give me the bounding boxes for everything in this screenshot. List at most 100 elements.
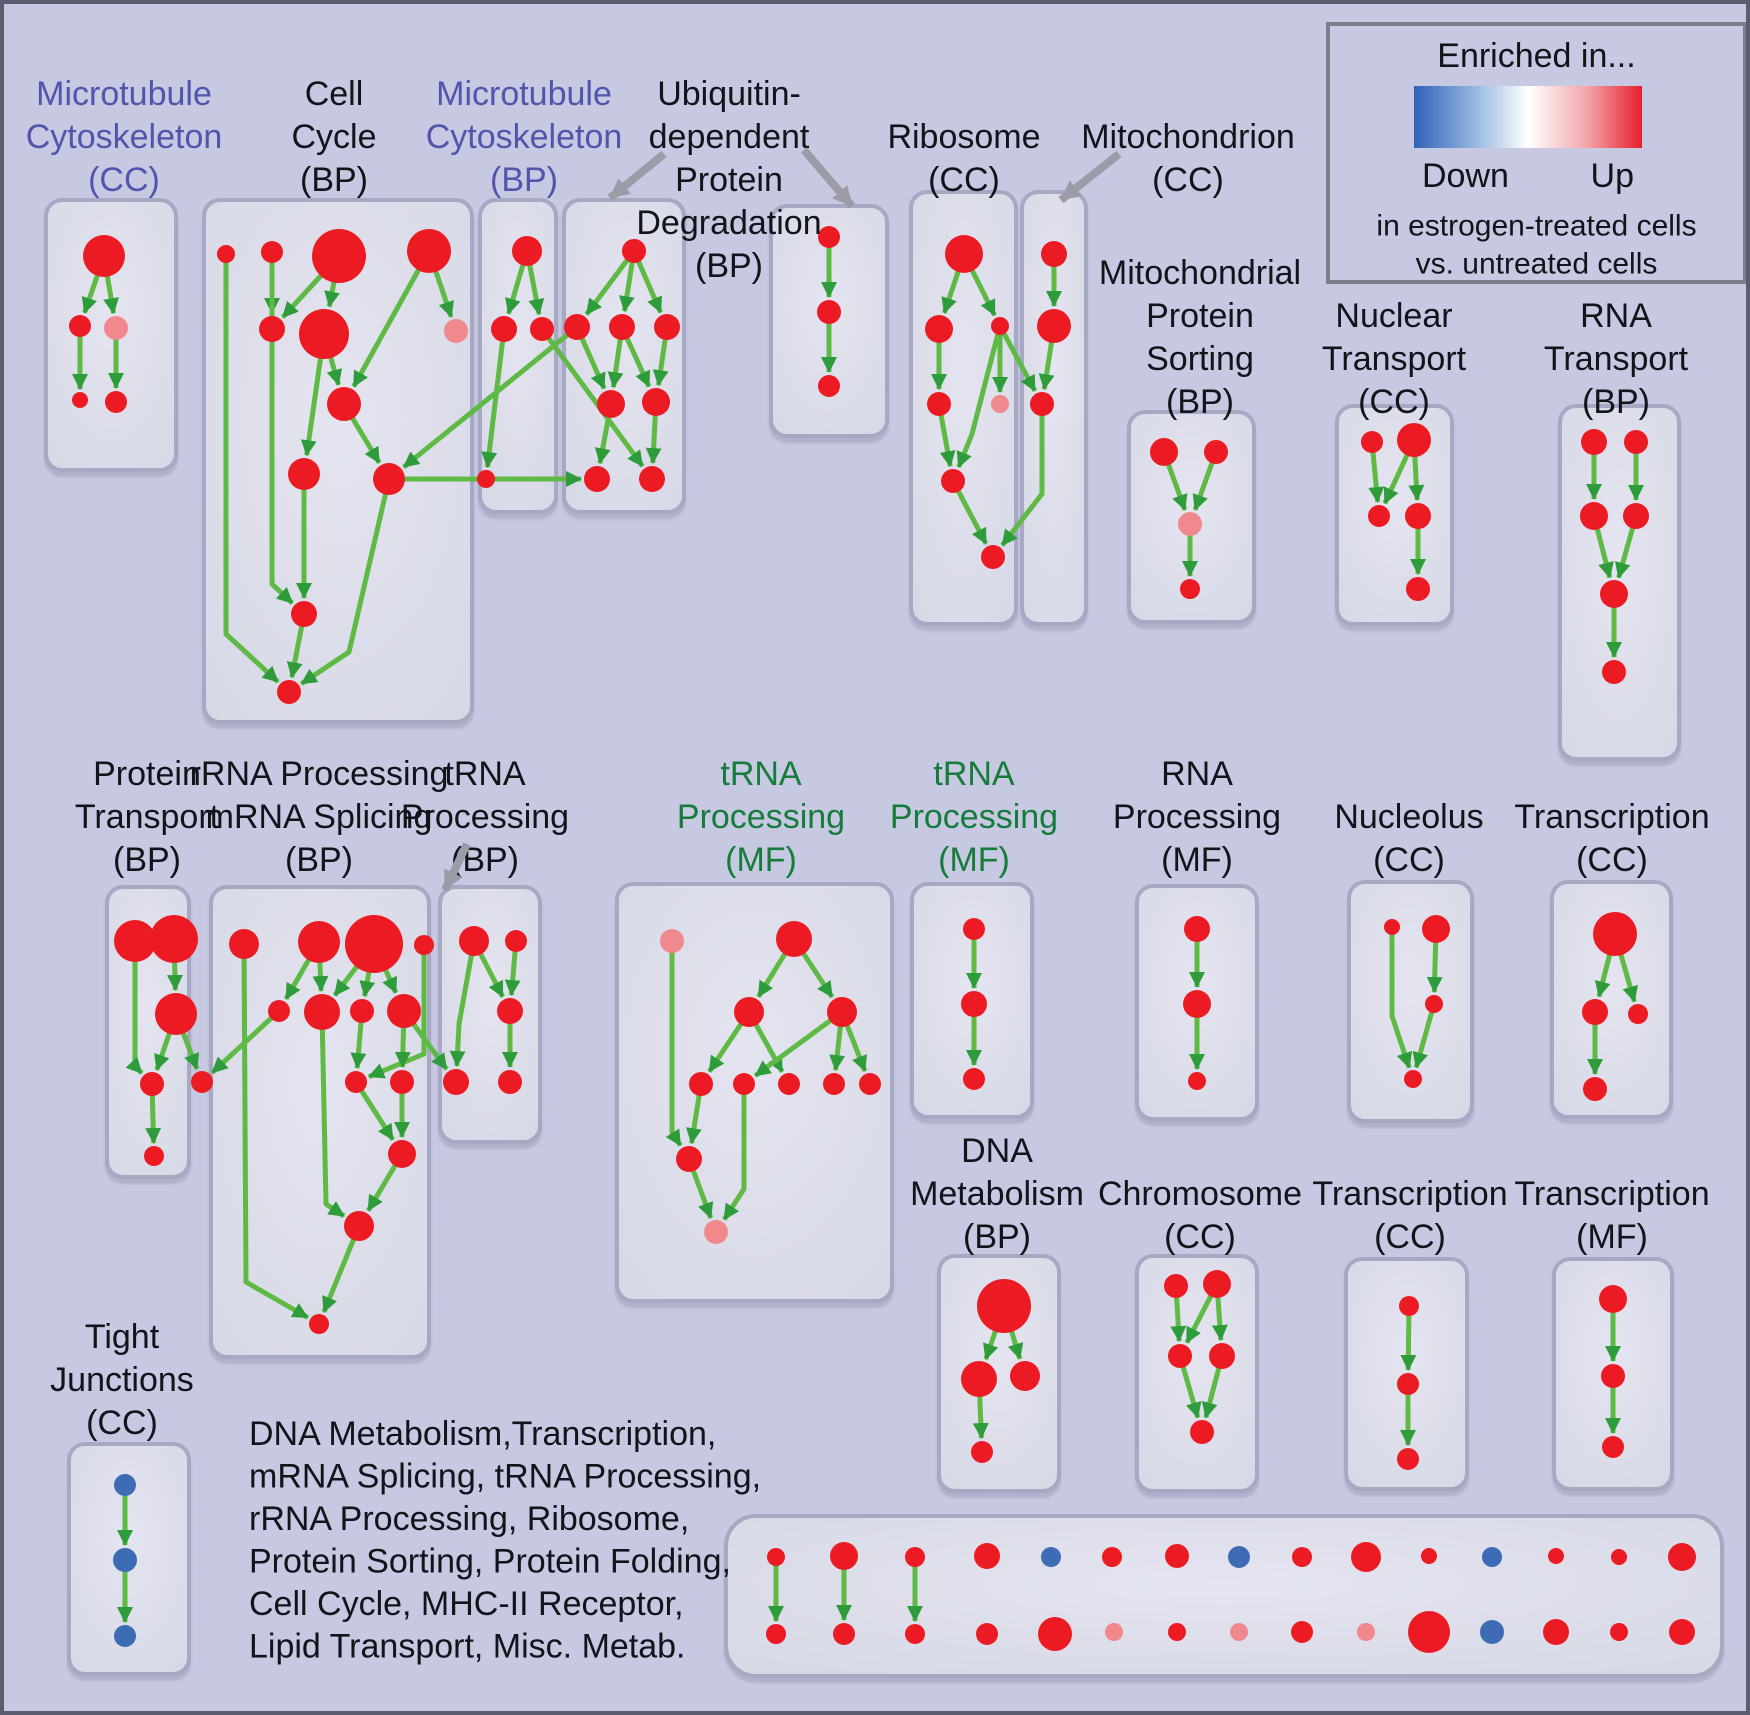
group-label-ubiquitin-dependent-protein-degradation-bp-line1: Ubiquitin- [657, 75, 801, 113]
node-red-u7 [584, 466, 610, 492]
group-label-microtubule-cytoskeleton-cc-line1: Microtubule [36, 75, 212, 113]
node-red-wb7 [1168, 1623, 1186, 1641]
node-red-r4 [927, 392, 951, 416]
node-red-y11 [291, 601, 317, 627]
node-red-f3 [1168, 1344, 1192, 1368]
group-label-ubiquitin-dependent-protein-degradation-bp-line2: dependent [649, 118, 810, 156]
node-red-k7 [778, 1073, 800, 1095]
group-label-trna-processing-mf-2-line2: Processing [890, 798, 1058, 836]
enrichment-network-figure: Microtubule Cytoskeleton (CC) Cell Cycle (BP)… [26, 22, 1746, 1678]
node-red-o2 [1422, 915, 1450, 943]
node-red-q5 [144, 1146, 164, 1166]
group-label-chromosome-cc-line2: (CC) [1164, 1218, 1236, 1256]
shared-terms-text-line6: Lipid Transport, Misc. Metab. [249, 1628, 686, 1666]
node-red-x4 [1583, 1077, 1607, 1101]
node-red-wt3 [905, 1547, 925, 1567]
label-arrow-to-trna-bp-box-icon [441, 842, 471, 892]
node-red-a2 [1624, 430, 1648, 454]
node-red-wb14 [1610, 1623, 1628, 1641]
node-red-m1 [512, 236, 542, 266]
group-label-ubiquitin-dependent-protein-degradation-bp-line5: (BP) [695, 247, 763, 285]
node-blue-wb12 [1480, 1620, 1504, 1644]
node-red-f1 [1164, 1274, 1188, 1298]
legend-layer: Enriched in... Down Up in estrogen-treated … [1326, 22, 1746, 284]
node-red-g13 [309, 1314, 329, 1334]
node-red-q1 [114, 920, 156, 962]
node-red-k8 [823, 1073, 845, 1095]
node-red-g12 [344, 1211, 374, 1241]
node-red-h4 [443, 1069, 469, 1095]
edge-g9-to-g11 [353, 1080, 395, 1142]
shared-terms-text-line3: rRNA Processing, Ribosome, [249, 1500, 689, 1538]
node-blue-wt12 [1482, 1547, 1502, 1567]
node-red-wb11 [1408, 1611, 1450, 1653]
node-red-n5 [1406, 577, 1430, 601]
node-red-r2 [925, 315, 953, 343]
group-label-mitochondrial-protein-sorting-bp-line2: Protein [1146, 297, 1254, 335]
node-red-z3 [1397, 1448, 1419, 1470]
shared-terms-text-line5: Cell Cycle, MHC-II Receptor, [249, 1585, 684, 1623]
node-red-q6 [191, 1071, 213, 1093]
node-red-x1 [1593, 912, 1637, 956]
group-label-trna-processing-mf-2-line1: tRNA [933, 755, 1015, 793]
node-red-t1 [963, 918, 985, 940]
node-red-n3 [1368, 505, 1390, 527]
group-label-trna-processing-mf-1-line1: tRNA [720, 755, 802, 793]
node-blue-wt8 [1228, 1546, 1250, 1568]
node-red-wt10 [1351, 1542, 1381, 1572]
node-red-u1 [622, 239, 646, 263]
group-label-trna-processing-mf-1-line2: Processing [677, 798, 845, 836]
group-label-trna-processing-bp-line1: tRNA [444, 755, 526, 793]
edge-u1-to-u2 [584, 249, 636, 316]
node-red-g8 [387, 994, 421, 1028]
node-red-f4 [1209, 1343, 1235, 1369]
node-red-m4 [477, 470, 495, 488]
node-red-g3 [345, 915, 403, 973]
node-red-h1 [459, 926, 489, 956]
node-red-d3 [1010, 1361, 1040, 1391]
node-red-z1 [1399, 1296, 1419, 1316]
node-red-a3 [1580, 502, 1608, 530]
node-red-wt6 [1102, 1547, 1122, 1567]
node-red-j1 [1599, 1285, 1627, 1313]
group-label-transcription-mf-line1: Transcription [1514, 1175, 1709, 1213]
legend-box [1326, 22, 1746, 284]
node-red-k3 [734, 997, 764, 1027]
node-red-h5 [498, 1070, 522, 1094]
node-pink-wb8 [1230, 1623, 1248, 1641]
node-red-a4 [1623, 503, 1649, 529]
node-pink-s3 [1178, 512, 1202, 536]
node-red-j2 [1601, 1364, 1625, 1388]
group-label-tight-junctions-cc-line3: (CC) [86, 1404, 158, 1442]
group-label-rna-processing-mf-line1: RNA [1161, 755, 1233, 793]
node-red-m3 [530, 317, 554, 341]
group-label-dna-metabolism-bp-line2: Metabolism [910, 1175, 1084, 1213]
node-pink-wb10 [1357, 1623, 1375, 1641]
node-red-m2 [491, 316, 517, 342]
edge-g6-to-g12 [319, 1011, 346, 1219]
group-label-ribosome-cc-line2: (CC) [928, 161, 1000, 199]
group-label-ubiquitin-dependent-protein-degradation-bp-line4: Degradation [636, 204, 821, 242]
node-red-c1 [83, 235, 125, 277]
group-label-microtubule-cytoskeleton-bp-line2: Cytoskeleton [426, 118, 623, 156]
node-red-wb13 [1543, 1619, 1569, 1645]
node-red-k4 [827, 997, 857, 1027]
node-red-y9 [288, 458, 320, 490]
node-red-e3 [1188, 1072, 1206, 1090]
group-label-transcription-cc-row2-line1: Transcription [1514, 798, 1709, 836]
node-red-wt14 [1611, 1549, 1627, 1565]
legend-subtitle-line1: in estrogen-treated cells [1376, 210, 1696, 243]
node-red-y1 [217, 245, 235, 263]
node-red-h2 [505, 930, 527, 952]
node-red-u8 [639, 466, 665, 492]
group-label-nuclear-transport-cc-line2: Transport [1322, 340, 1467, 378]
node-red-y2 [261, 241, 283, 263]
node-red-x3 [1628, 1004, 1648, 1024]
group-boxes-layer [44, 190, 1724, 1678]
node-red-y3 [312, 229, 366, 283]
node-red-r1 [945, 235, 983, 273]
group-label-tight-junctions-cc-line1: Tight [85, 1318, 160, 1356]
node-blue-tj1 [114, 1474, 136, 1496]
edge-g4-to-g9 [367, 945, 427, 1079]
